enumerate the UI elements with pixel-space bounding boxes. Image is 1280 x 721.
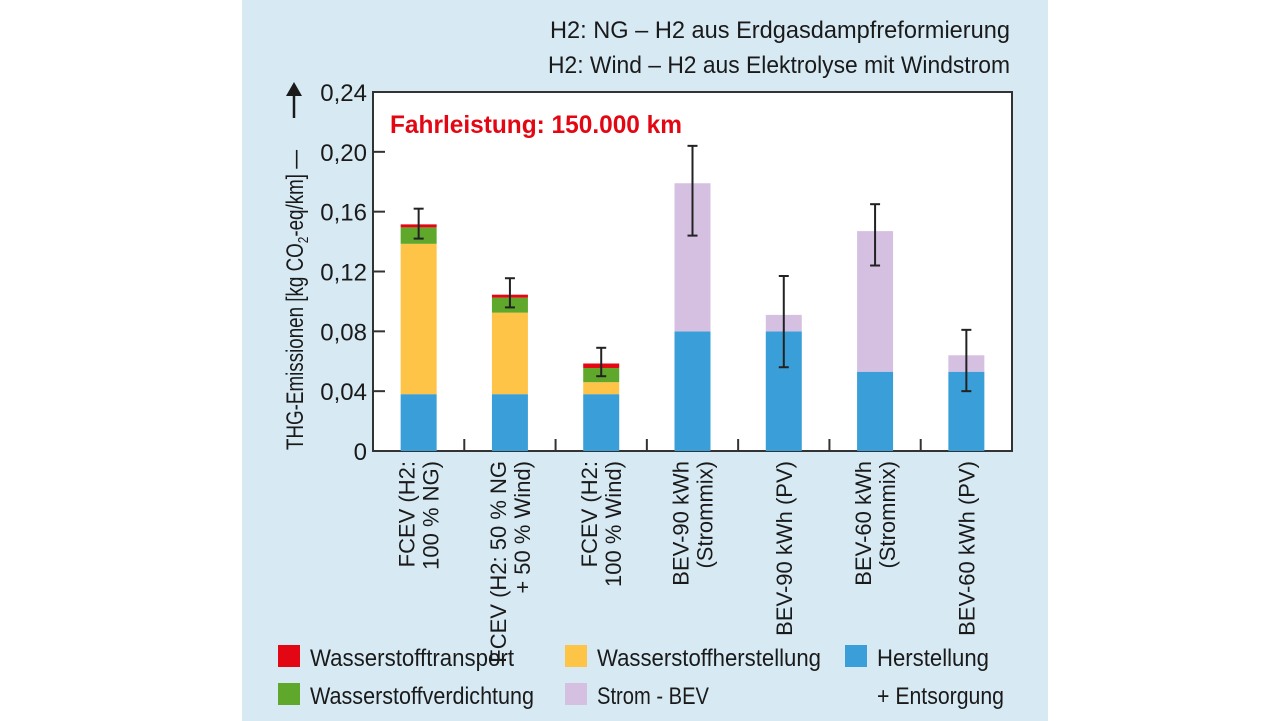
x-category-line: 100 % NG) [419,461,444,570]
legend-item: Wasserstoffverdichtung [278,683,534,710]
y-tick-label: 0,24 [320,80,367,107]
ylabel-sub: 2 [295,237,312,244]
note-ng: H2: NG – H2 aus Erdgasdampfreformierung [550,17,1010,44]
legend-item: Wasserstoffherstellung [565,645,821,672]
y-tick-label: 0,04 [320,379,367,406]
x-category-line: (Strommix) [693,461,718,569]
legend-swatch [278,683,300,705]
bar-segment [857,371,894,451]
error-bar [596,346,607,378]
x-category-line: FCEV (H2: 50 % NG [486,461,511,663]
note-wind: H2: Wind – H2 aus Elektrolyse mit Windst… [548,52,1010,79]
x-category-label: FCEV (H2: 50 % NG + 50 % Wind) [486,461,535,663]
legend-label: Wasserstofftransport [310,645,514,672]
bar-segment [400,243,437,395]
bar-segment [400,394,437,451]
legend-item: Herstellung + Entsorgung [845,645,1004,710]
legend-label: Strom - BEV [597,683,709,710]
error-bar [778,274,789,369]
legend-label: Wasserstoffverdichtung [310,683,534,710]
x-category-line: FCEV (H2: [577,461,602,567]
legend-swatch [845,645,867,667]
y-axis-label: THG-Emissionen [kg CO2-eq/km] — [282,150,312,450]
error-bar [687,144,698,237]
error-bar [504,277,515,309]
x-category-line: BEV-60 kWh (PV) [954,461,979,636]
annotation-mileage: Fahrleistung: 150.000 km [390,111,682,139]
x-axis: FCEV (H2: 100 % NG) FCEV (H2: 50 % NG + 50 … [395,439,979,663]
y-axis-arrow-icon [286,82,302,118]
legend-swatch [278,645,300,667]
y-tick-label: 0,08 [320,319,367,346]
x-category-line: BEV-90 kWh [669,461,694,586]
bar-segment [491,394,528,451]
x-category-line: 100 % Wind) [601,461,626,587]
legend-label: Herstellung [877,645,989,672]
ylabel-rest: -eq/km] — [282,150,309,237]
error-bar [961,328,972,393]
x-category-label: BEV-60 kWh (Strommix) [851,461,900,586]
bar-segment [491,312,528,395]
legend-swatch [565,645,587,667]
legend-label: Wasserstoffherstellung [597,645,821,672]
x-category-label: BEV-90 kWh (Strommix) [669,461,718,586]
x-category-line: BEV-90 kWh (PV) [772,461,797,636]
x-category-line: BEV-60 kWh [851,461,876,586]
ylabel-main: THG-Emissionen [kg CO [282,243,309,450]
legend-item: Wasserstofftransport [278,645,514,672]
bar-segment [583,382,620,395]
error-bar [870,203,881,267]
y-axis: 0 0,04 0,08 0,12 0,16 0,20 0,24 [320,80,385,466]
x-category-line: (Strommix) [875,461,900,569]
bars [400,144,985,451]
x-category-line: FCEV (H2: [395,461,420,567]
x-category-label: FCEV (H2: 100 % NG) [395,461,444,570]
y-tick-label: 0,16 [320,200,367,227]
y-tick-label: 0,20 [320,140,367,167]
x-category-label: BEV-60 kWh (PV) [954,461,979,636]
legend-label-line2: + Entsorgung [877,683,1004,710]
legend: Wasserstofftransport Wasserstoffverdichtu… [278,645,1004,710]
x-category-label: FCEV (H2: 100 % Wind) [577,461,626,587]
y-tick-label: 0,12 [320,260,367,287]
bar-segment [674,331,711,451]
x-category-line: + 50 % Wind) [510,461,535,594]
svg-text:THG-Emissionen [kg CO2-eq/km]: THG-Emissionen [kg CO2-eq/km] — [282,150,312,450]
legend-swatch [565,683,587,705]
y-tick-label: 0 [354,439,367,466]
bar-segment [583,394,620,451]
x-category-label: BEV-90 kWh (PV) [772,461,797,636]
legend-item: Strom - BEV [565,683,709,710]
error-bar [413,207,424,240]
